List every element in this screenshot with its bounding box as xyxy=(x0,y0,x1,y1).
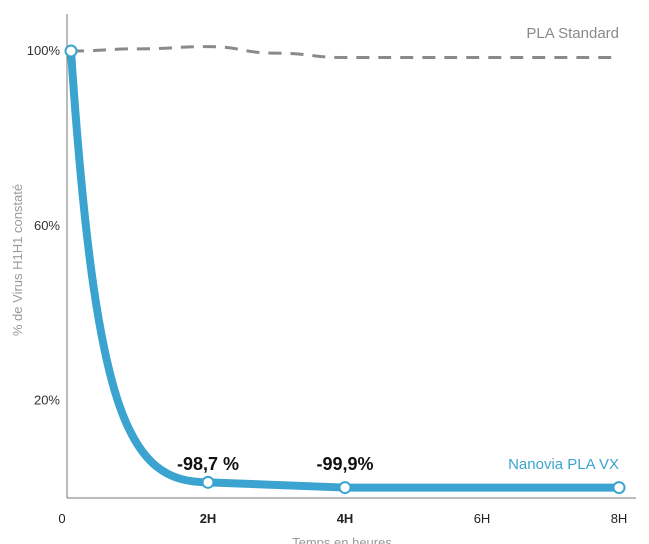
data-point-marker xyxy=(201,475,215,489)
annotation-layer: -98,7 % -99,9% xyxy=(177,454,374,474)
x-tick-labels: 0 2H 4H 6H 8H xyxy=(58,511,627,526)
x-tick-label: 2H xyxy=(200,511,217,526)
x-tick-label: 0 xyxy=(58,511,65,526)
x-tick-label: 4H xyxy=(337,511,354,526)
series-layer: PLA Standard Nanovia PLA VX xyxy=(64,25,626,495)
data-point-marker xyxy=(338,481,352,495)
y-axis-title: % de Virus H1H1 constaté xyxy=(10,184,25,336)
series-line-pla-standard xyxy=(70,45,619,60)
series-line-nanovia-pla-vx xyxy=(67,47,623,492)
data-label: -98,7 % xyxy=(177,454,239,474)
x-tick-label: 8H xyxy=(611,511,628,526)
data-point-marker xyxy=(612,481,626,495)
y-tick-labels: 100% 60% 20% xyxy=(27,43,61,408)
data-label: -99,9% xyxy=(316,454,373,474)
data-point-marker xyxy=(64,44,78,58)
series-label-nanovia-pla-vx: Nanovia PLA VX xyxy=(508,456,619,473)
y-tick-label: 60% xyxy=(34,218,60,233)
y-tick-label: 20% xyxy=(34,393,60,408)
x-tick-label: 6H xyxy=(474,511,491,526)
series-label-pla-standard: PLA Standard xyxy=(526,25,619,42)
x-axis-title: Temps en heures xyxy=(292,535,392,544)
y-tick-label: 100% xyxy=(27,43,61,58)
